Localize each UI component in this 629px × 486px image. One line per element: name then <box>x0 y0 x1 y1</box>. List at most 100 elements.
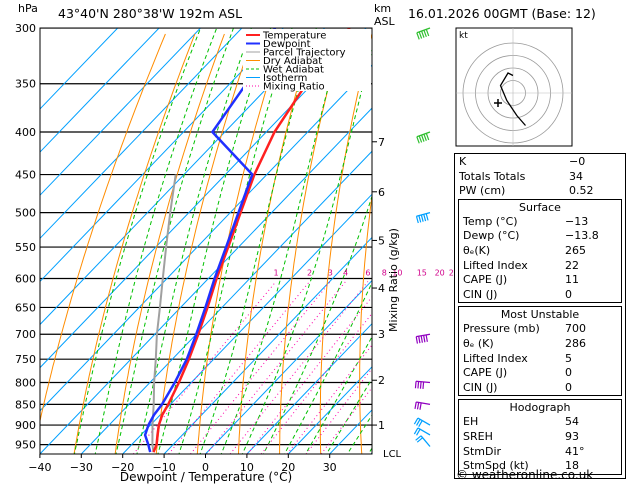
table-row: StmDir 41° <box>459 445 621 460</box>
isotherm-line <box>40 28 367 369</box>
pressure-tick-label: 850 <box>15 398 36 411</box>
legend-label: Parcel Trajectory <box>263 48 346 59</box>
km-tick-label: 2 <box>378 374 385 387</box>
table-row: Temp (°C) −13 <box>459 215 621 230</box>
surface-title: Surface <box>519 200 561 214</box>
isotherm-line <box>40 107 372 454</box>
wind-barbs <box>413 27 431 447</box>
dry-adiabat-line <box>359 191 372 454</box>
dry-adiabat-line <box>279 33 343 454</box>
wind-barb <box>415 333 431 344</box>
row-value: 34 <box>569 169 583 183</box>
hodograph-box: Hodograph EH 54 SREH 93 StmDir 41° StmSpd (kt)… <box>458 399 622 475</box>
legend-label: Dry Adiabat <box>263 56 322 67</box>
pressure-tick-label: 700 <box>15 328 36 341</box>
wind-barb <box>414 401 431 410</box>
row-label: Temp (°C) <box>463 214 518 228</box>
isotherm-line <box>40 28 201 196</box>
table-row: CAPE (J) 0 <box>459 366 621 381</box>
row-label: PW (cm) <box>459 184 506 198</box>
pressure-tick-label: 800 <box>15 377 36 390</box>
most-unstable-title: Most Unstable <box>500 308 580 322</box>
row-value: −0 <box>569 155 586 168</box>
axes: 3003504004505005506006507007508008509009… <box>15 22 385 474</box>
table-row: CIN (J) 0 <box>459 288 621 303</box>
row-label: EH <box>463 415 479 429</box>
mixing-ratio-line <box>206 281 346 454</box>
x-axis-label: Dewpoint / Temperature (°C) <box>120 470 292 484</box>
mixing-ratio-label: 20 <box>435 269 445 278</box>
hodograph-title: Hodograph <box>509 401 571 415</box>
row-label: CIN (J) <box>463 287 498 301</box>
table-row: K −0 <box>455 155 625 170</box>
dry-adiabat-line <box>196 33 284 454</box>
table-row: PW (cm) 0.52 <box>455 184 625 199</box>
km-tick-label: 1 <box>378 419 385 432</box>
mixing-ratio-line <box>190 281 331 454</box>
x-tick-label: −20 <box>111 461 134 474</box>
row-value: 11 <box>565 273 579 287</box>
wet-adiabat-line <box>304 335 372 454</box>
row-value: 93 <box>565 429 579 443</box>
x-tick-label: 0 <box>202 461 209 474</box>
mixing-ratio-label: 1 <box>273 269 278 278</box>
isotherm-line <box>40 28 284 283</box>
table-row: StmSpd (kt) 18 <box>459 459 621 474</box>
wet-adiabat-line <box>283 281 372 454</box>
sounding-curves <box>143 28 351 453</box>
isotherm-line <box>287 366 372 454</box>
mixing-ratio-line <box>260 312 372 454</box>
row-label: CIN (J) <box>463 380 498 394</box>
row-value: −13 <box>565 214 589 228</box>
pressure-tick-label: 750 <box>15 353 36 366</box>
pressure-tick-label: 950 <box>15 439 36 452</box>
km-tick-label: 6 <box>378 186 385 199</box>
parcel-trajectory-line <box>151 174 177 453</box>
row-label: CAPE (J) <box>463 366 508 380</box>
km-tick-label: 7 <box>378 136 385 149</box>
table-row: EH 54 <box>459 415 621 430</box>
pressure-tick-label: 600 <box>15 273 36 286</box>
row-label: Totals Totals <box>459 169 526 183</box>
hodograph-trace <box>499 72 526 126</box>
table-row: θₑ(K) 265 <box>459 244 621 259</box>
row-value: 286 <box>565 336 586 350</box>
row-label: θₑ(K) <box>463 243 491 257</box>
row-label: Lifted Index <box>463 258 528 272</box>
legend-label: Dewpoint <box>263 39 311 50</box>
table-row: Lifted Index 5 <box>459 352 621 367</box>
wet-adiabat-line <box>115 28 234 454</box>
x-tick-label: 20 <box>281 461 295 474</box>
x-tick-label: −40 <box>28 461 51 474</box>
indices-panel: K −0 Totals Totals 34 PW (cm) 0.52 Surface Te… <box>454 153 626 479</box>
legend-label: Mixing Ratio <box>263 82 325 93</box>
wind-barb <box>413 417 431 427</box>
row-value: 54 <box>565 415 579 429</box>
pressure-tick-label: 400 <box>15 126 36 139</box>
mixing-ratio-labels: 1 2 3 4 6 8 10 15 20 25 <box>273 269 459 278</box>
isotherm-line <box>40 64 372 412</box>
pressure-tick-label: 650 <box>15 301 36 314</box>
hodograph: kt <box>455 27 573 147</box>
isotherm-line <box>246 322 372 454</box>
dry-adiabat-line <box>155 33 255 454</box>
wet-adiabat-line <box>94 28 218 454</box>
row-label: SREH <box>463 429 493 443</box>
isotherm-line <box>163 236 372 454</box>
mixing-ratio-label: 10 <box>392 269 402 278</box>
isotherm-line <box>40 28 119 110</box>
wind-barb <box>413 427 431 436</box>
row-label: Pressure (mb) <box>463 322 540 336</box>
hodograph-box <box>455 27 573 147</box>
row-value: −13.8 <box>565 229 599 243</box>
wet-adiabat-line <box>199 28 317 454</box>
hodograph-unit-label: kt <box>459 31 468 41</box>
x-tick-label: −10 <box>152 461 175 474</box>
mixing-ratio-line <box>247 296 372 454</box>
plot-grid <box>40 28 372 454</box>
wet-adiabat-line <box>178 28 293 454</box>
isotherm-line <box>40 28 243 240</box>
wet-adiabat-line <box>73 28 202 454</box>
